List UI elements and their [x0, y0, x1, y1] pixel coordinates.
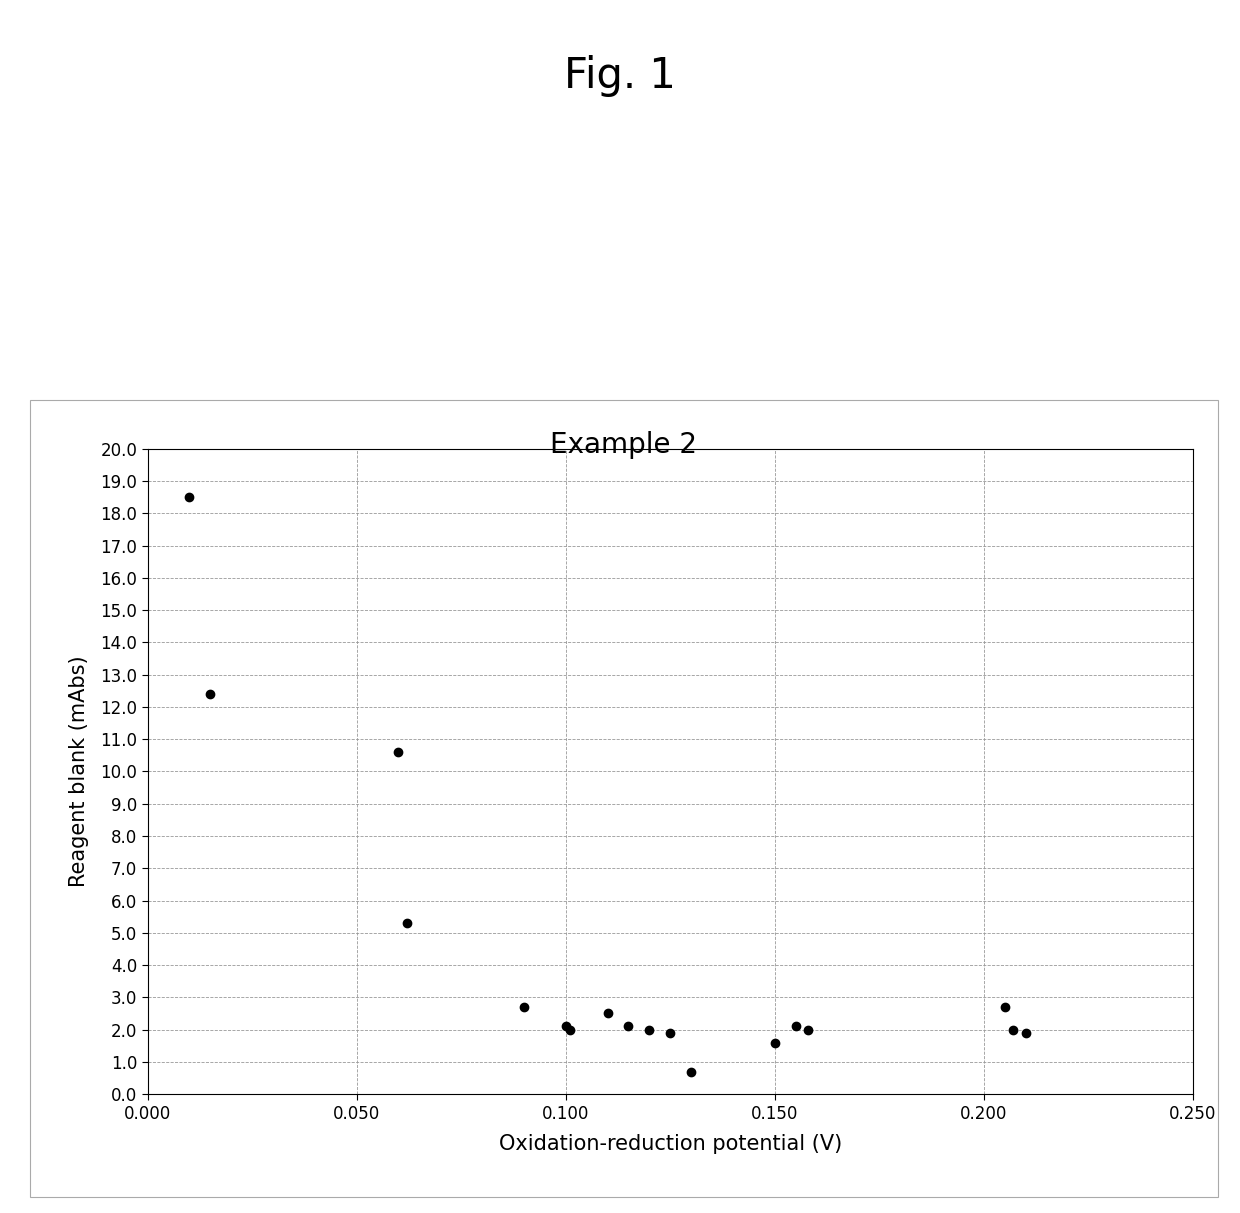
Point: [388, 742, 408, 762]
Point: [799, 1020, 818, 1040]
Point: [765, 1032, 785, 1052]
Point: [1016, 1023, 1035, 1042]
Text: Fig. 1: Fig. 1: [564, 55, 676, 97]
Point: [556, 1016, 575, 1036]
Text: Example 2: Example 2: [551, 431, 697, 459]
Point: [513, 997, 533, 1016]
X-axis label: Oxidation-reduction potential (V): Oxidation-reduction potential (V): [498, 1134, 842, 1154]
Point: [640, 1020, 660, 1040]
Point: [660, 1023, 680, 1042]
Point: [598, 1003, 618, 1023]
Point: [681, 1061, 701, 1081]
Point: [201, 684, 221, 704]
Point: [994, 997, 1014, 1016]
Point: [1003, 1020, 1023, 1040]
Point: [180, 488, 200, 507]
Point: [786, 1016, 806, 1036]
Point: [619, 1016, 639, 1036]
Y-axis label: Reagent blank (mAbs): Reagent blank (mAbs): [69, 656, 89, 887]
Point: [397, 913, 417, 933]
Point: [560, 1020, 580, 1040]
